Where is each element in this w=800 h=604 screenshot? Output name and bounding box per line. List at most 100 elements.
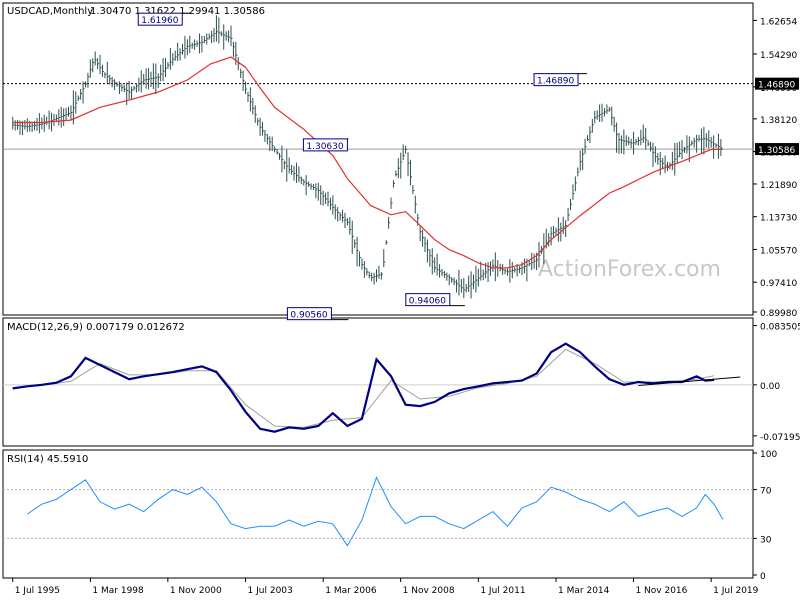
price-bar [616,122,619,153]
price-bar [135,83,138,93]
price-bar [252,97,255,115]
rsi-line [27,476,724,547]
price-bar [698,134,701,142]
price-bar [482,269,485,281]
price-bar [589,126,592,144]
price-bar [337,207,340,222]
price-bar [446,272,449,281]
price-bar [211,30,214,44]
x-axis-label: 1 Mar 2014 [558,586,610,596]
price-bar [17,120,20,130]
price-bar [99,54,102,75]
price-bar [523,258,526,274]
price-bar [288,157,291,174]
price-bar [480,261,483,281]
price-bar [625,135,628,147]
price-bar [308,181,311,187]
price-bar [613,116,616,132]
price-bar [509,259,512,283]
annotation-label: 1.30630 [306,142,343,152]
rsi-axis-label: 30 [760,535,772,545]
price-bar [162,58,165,82]
symbol-label: USDCAD,Monthly [7,6,93,17]
price-bar [448,274,451,286]
x-axis-label: 1 Mar 2006 [325,586,377,596]
price-bar [300,176,303,185]
price-bar [395,170,398,177]
price-bar [443,271,446,278]
ohlc-label: 1.30470 1.31622 1.29941 1.30586 [90,6,265,17]
price-bar [254,105,257,123]
price-bar [371,272,374,282]
price-bar [298,166,301,183]
price-bar [169,47,172,70]
price-bar [700,128,703,154]
price-bar [366,268,369,276]
price-bar [230,25,233,47]
price-axis-label: 1.05570 [760,246,797,256]
price-bar [567,207,570,221]
price-bar [470,271,473,299]
price-bar [492,259,495,272]
price-bar [359,251,362,267]
price-bar [281,145,284,173]
price-bar [329,197,332,211]
price-bar [111,76,114,88]
price-bar [717,133,720,159]
price-bar [683,146,686,153]
x-axis-label: 1 Nov 2000 [170,586,222,596]
price-bar [570,199,573,211]
price-bar [531,252,534,271]
price-panel-frame [2,2,754,316]
price-bar [121,83,124,92]
price-annotation: 1.61960 [137,12,192,26]
price-bar [201,35,204,53]
price-bar [553,225,556,238]
price-bar [262,121,265,136]
price-bar [317,182,320,201]
price-bar [562,216,565,235]
macd-panel-frame [2,317,754,447]
price-bar [266,134,269,145]
price-bar [506,268,509,276]
watermark: ActionForex.com [538,257,721,282]
price-bar [24,120,27,130]
price-bar [327,191,330,207]
price-bar [494,252,497,282]
price-bar [650,141,653,152]
price-bar [380,272,383,280]
rsi-axis-label: 100 [760,450,777,460]
price-bar [390,197,393,209]
price-bar [431,248,434,275]
price-bar [305,175,308,196]
price-bar [392,180,395,188]
price-bar [676,142,679,164]
price-bar [213,28,216,43]
price-bar [477,268,480,287]
price-bar [594,110,597,124]
macd-axis-label: -0.07195 [760,433,800,443]
price-bar [325,192,328,205]
price-bar [550,226,553,246]
price-bar [414,195,417,214]
price-bar [77,95,80,102]
price-bar [225,31,228,41]
price-bar [596,110,599,120]
price-bar [92,58,95,73]
price-axis-label: 1.62654 [760,17,797,27]
price-bar [351,220,354,254]
price-bar [368,271,371,279]
price-bar [405,145,408,154]
price-bar [628,136,631,146]
price-bar [334,204,337,220]
price-bar [686,135,689,154]
price-bar [468,275,471,292]
price-bar [196,40,199,47]
price-bar [426,239,429,263]
price-bar [240,68,243,78]
price-bar [429,249,432,267]
price-bar [271,136,274,151]
price-bar [463,278,466,299]
